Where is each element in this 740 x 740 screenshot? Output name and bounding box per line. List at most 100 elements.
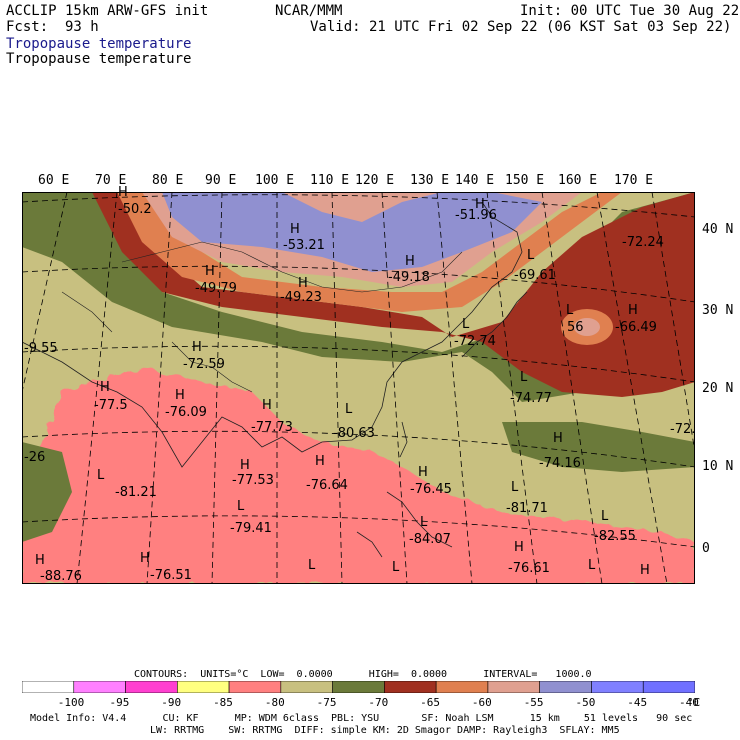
model-title: ACCLIP 15km ARW-GFS init xyxy=(6,3,209,19)
coastline-islands xyxy=(356,421,453,558)
extremum-value: -77.53 xyxy=(232,473,274,488)
field-title-secondary: Tropopause temperature xyxy=(6,51,192,67)
extremum-value: -76.09 xyxy=(165,405,207,420)
low-marker: L xyxy=(527,248,535,263)
high-marker: H xyxy=(298,276,308,291)
color-bar-tick: -70 xyxy=(368,696,389,709)
extremum-value: -88.76 xyxy=(40,569,82,584)
extremum-value: -72.74 xyxy=(454,334,496,349)
high-marker: H xyxy=(315,454,325,469)
extremum-value: -80.63 xyxy=(333,426,375,441)
color-bar-tick: -50 xyxy=(575,696,596,709)
model-info-line1: Model Info: V4.4 CU: KF MP: WDM 6class P… xyxy=(30,713,693,724)
color-bar-swatch xyxy=(539,681,592,693)
latitude-label: 10 N xyxy=(702,459,734,474)
color-bar-swatch xyxy=(591,681,644,693)
coastline-japan xyxy=(461,291,528,358)
extremum-value: -49.18 xyxy=(388,270,430,285)
color-bar-swatch xyxy=(642,681,695,693)
low-marker: L xyxy=(462,317,470,332)
extremum-value: -74.77 xyxy=(510,391,552,406)
color-bar-swatch xyxy=(125,681,178,693)
high-marker: H xyxy=(35,553,45,568)
contours-info: CONTOURS: UNITS=°C LOW= 0.0000 HIGH= 0.0… xyxy=(134,669,592,680)
longitude-label: 110 E xyxy=(310,173,350,188)
color-bar-tick: °C xyxy=(687,696,701,709)
extremum-value: 56 xyxy=(567,320,584,335)
forecast-label: Fcst: xyxy=(6,19,49,35)
color-bar xyxy=(22,681,695,693)
longitude-label: 90 E xyxy=(205,173,237,188)
extremum-value: -81.21 xyxy=(115,485,157,500)
extremum-value: -49.23 xyxy=(280,290,322,305)
low-marker: L xyxy=(601,509,609,524)
extremum-value: -81.71 xyxy=(506,501,548,516)
low-marker: L xyxy=(237,499,245,514)
extremum-value: -76.61 xyxy=(508,561,550,576)
low-marker: L xyxy=(392,560,400,575)
high-marker: H xyxy=(628,303,638,318)
longitude-label: 170 E xyxy=(614,173,654,188)
country-borders xyxy=(61,241,463,393)
extremum-value: -9.55 xyxy=(24,341,58,356)
color-bar-swatch xyxy=(435,681,489,693)
high-marker: H xyxy=(175,388,185,403)
high-marker: H xyxy=(405,254,415,269)
color-bar-tick: -65 xyxy=(420,696,441,709)
extremum-value: -77.5 xyxy=(94,398,128,413)
color-bar-tick: -95 xyxy=(109,696,130,709)
low-marker: L xyxy=(345,402,353,417)
color-bar-swatch xyxy=(332,681,385,693)
field-band-minus70-east xyxy=(502,422,695,472)
high-marker: H xyxy=(514,540,524,555)
longitude-label: 60 E xyxy=(38,173,70,188)
high-marker: H xyxy=(290,222,300,237)
color-bar-tick: -75 xyxy=(316,696,337,709)
longitude-label: 160 E xyxy=(558,173,598,188)
high-marker: H xyxy=(475,197,485,212)
field-band-minus65 xyxy=(92,192,695,397)
longitude-label: 120 E xyxy=(355,173,395,188)
extremum-value: -76.64 xyxy=(306,478,348,493)
high-marker: H xyxy=(100,380,110,395)
latitude-label: 30 N xyxy=(702,303,734,318)
extremum-value: -84.07 xyxy=(409,532,451,547)
extremum-value: -76.45 xyxy=(410,482,452,497)
color-bar-tick: -100 xyxy=(57,696,85,709)
org-label: NCAR/MMM xyxy=(275,3,343,19)
longitude-label: 150 E xyxy=(505,173,545,188)
tropopause-temperature-map xyxy=(22,192,695,584)
high-marker: H xyxy=(192,340,202,355)
color-bar-swatch xyxy=(228,681,282,693)
color-bar-tick: -45 xyxy=(627,696,648,709)
extremum-value: -50.2 xyxy=(118,202,152,217)
longitude-label: 100 E xyxy=(255,173,295,188)
field-title-primary: Tropopause temperature xyxy=(6,36,192,52)
high-marker: H xyxy=(240,458,250,473)
color-bar-tick: -90 xyxy=(161,696,182,709)
low-marker: L xyxy=(97,468,105,483)
color-bar-tick: -55 xyxy=(523,696,544,709)
longitude-label: 70 E xyxy=(95,173,127,188)
high-marker: H xyxy=(205,264,215,279)
extremum-value: -51.96 xyxy=(455,208,497,223)
init-time: Init: 00 UTC Tue 30 Aug 22 xyxy=(520,3,740,19)
low-marker: L xyxy=(420,515,428,530)
longitude-label: 130 E xyxy=(410,173,450,188)
forecast-hours: 93 h xyxy=(65,19,99,35)
extremum-value: -77.73 xyxy=(251,420,293,435)
high-marker: H xyxy=(640,563,650,578)
color-bar-swatch xyxy=(73,681,126,693)
extremum-value: -26 xyxy=(24,450,46,465)
model-info-line2: LW: RRTMG SW: RRTMG DIFF: simple KM: 2D … xyxy=(150,725,620,736)
color-bar-swatch xyxy=(177,681,230,693)
typhoon-eye xyxy=(574,318,600,336)
field-band-minus70-west xyxy=(22,442,72,542)
graticule xyxy=(22,192,695,584)
color-bar-tick: -40 xyxy=(679,696,699,709)
low-marker: L xyxy=(308,558,316,573)
extremum-value: -69.61 xyxy=(514,268,556,283)
longitude-label: 80 E xyxy=(152,173,184,188)
extremum-value: -72. xyxy=(670,422,696,437)
latitude-label: 40 N xyxy=(702,222,734,237)
